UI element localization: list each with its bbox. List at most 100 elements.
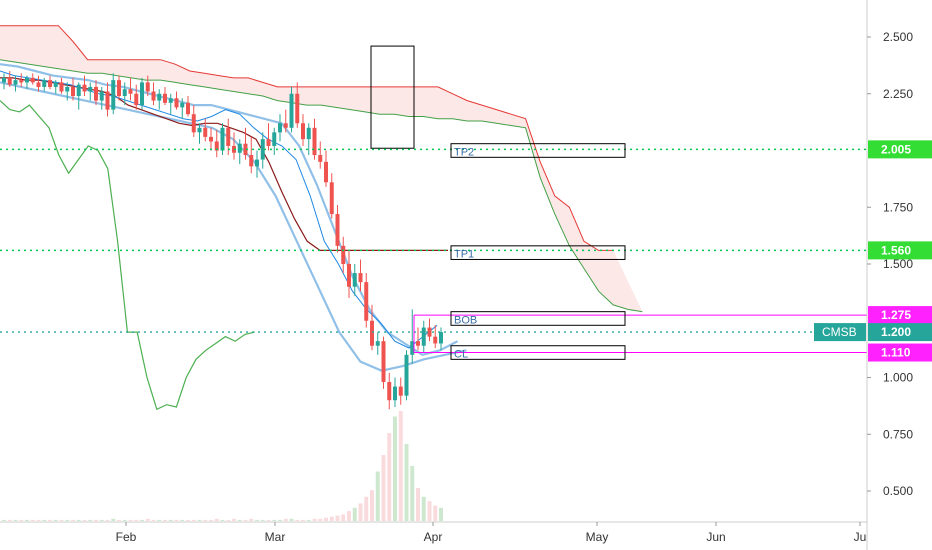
zone-tp1: TP1 (450, 245, 626, 261)
time-tick-label[interactable]: May (586, 530, 609, 544)
candle-body (381, 341, 386, 383)
volume-bar (214, 518, 219, 521)
volume-bar (53, 519, 58, 521)
price-badge-1.560[interactable]: 1.560 (868, 241, 932, 260)
candle-body (42, 80, 47, 87)
volume-bar (312, 518, 317, 521)
candle-body (433, 336, 438, 344)
candle-body (7, 77, 12, 85)
volume-bar (226, 519, 231, 521)
volume-bar (174, 519, 179, 521)
price-badge-text: 2.005 (881, 142, 911, 156)
cloud-lower-line (0, 59, 643, 313)
price-tick-label[interactable]: 2.500 (883, 30, 913, 44)
volume-bar (393, 416, 397, 521)
candle-body (220, 127, 225, 151)
price-badge-1.110[interactable]: 1.110 (868, 343, 932, 362)
price-badge-1.275[interactable]: 1.275 (868, 306, 932, 325)
volume-bar (306, 519, 311, 521)
volume-bar (404, 444, 409, 521)
candle-body (122, 89, 127, 97)
price-tick-label[interactable]: 1.750 (883, 200, 913, 214)
volume-bar (140, 519, 144, 521)
candle-body (99, 91, 104, 101)
candle-body (94, 86, 98, 101)
symbol-badge[interactable]: CMSB (814, 323, 866, 342)
price-badge-2.005[interactable]: 2.005 (868, 140, 932, 159)
volume-bar (416, 488, 420, 521)
volume-bar (151, 519, 156, 521)
volume-bar (71, 519, 75, 521)
candle-body (134, 93, 139, 106)
candle-body (117, 80, 121, 97)
volume-bar (30, 519, 35, 521)
zone-box (450, 143, 626, 158)
volume-bar (163, 519, 167, 521)
volume-bar (301, 519, 305, 521)
volume-bar (421, 496, 426, 521)
time-axis[interactable]: Feb Mar Apr May Jun Ju (0, 521, 867, 544)
price-tick-label[interactable]: 0.500 (883, 484, 913, 498)
volume-bar (249, 518, 254, 521)
candle-body (260, 139, 265, 160)
price-tick-label[interactable]: 2.250 (883, 87, 913, 101)
volume-bar (65, 519, 70, 521)
price-tick-label[interactable]: 1.500 (883, 257, 913, 271)
volume-bar (427, 501, 432, 521)
volume-bar (352, 507, 357, 521)
time-tick-label[interactable]: Apr (424, 530, 443, 544)
volume-bar (145, 518, 150, 521)
price-tick-label[interactable]: 1.000 (883, 371, 913, 385)
candle-body (375, 341, 380, 346)
time-tick-label[interactable]: Ju (854, 530, 867, 544)
volume-bar (128, 519, 133, 521)
volume-bar (266, 519, 271, 521)
volume-bar (232, 518, 236, 521)
candle-body (174, 98, 179, 108)
time-tick-label[interactable]: Feb (116, 530, 137, 544)
candle-body (237, 143, 242, 153)
candle-body (266, 139, 271, 146)
volume-bar (209, 519, 213, 521)
time-tick-label[interactable]: Jun (706, 530, 725, 544)
volume-bar (243, 519, 248, 521)
candle-body (439, 332, 443, 344)
price-tick-label[interactable]: 0.750 (883, 427, 913, 441)
volume-bar (197, 519, 202, 521)
candle-body (128, 89, 133, 94)
candle-body (352, 273, 357, 287)
price-badge-text: 1.275 (881, 308, 911, 322)
target-zones: TP2 TP1 BOB CL (450, 143, 626, 361)
volume-bar (203, 519, 208, 521)
volume-bar (398, 411, 403, 521)
candle-body (25, 77, 29, 83)
volume-bar (283, 518, 288, 521)
volume-bar (2, 519, 6, 521)
candle-body (404, 354, 409, 396)
price-badge-1.200[interactable]: 1.200 (868, 323, 932, 342)
volume-bar (358, 503, 363, 521)
volume-bar (364, 496, 369, 521)
volume-bars (2, 411, 443, 521)
zone-label: TP2 (454, 147, 474, 159)
volume-bar (59, 519, 64, 521)
candle-body (209, 136, 213, 142)
candle-body (88, 86, 93, 92)
candle-body (191, 114, 196, 133)
volume-bar (295, 519, 300, 521)
zone-bob: BOB (450, 311, 626, 326)
time-tick-label[interactable]: Mar (265, 530, 286, 544)
candle-body (53, 82, 58, 87)
volume-bar (278, 519, 282, 521)
bollinger-lower-line (0, 81, 467, 372)
candle-body (157, 93, 162, 101)
zone-box (450, 311, 626, 326)
candle-body (289, 93, 294, 128)
volume-bar (122, 519, 127, 521)
price-axis[interactable]: 2.500 2.250 1.750 1.500 1.000 0.750 0.500 2.005… (814, 0, 932, 550)
volume-bar (410, 466, 415, 521)
price-badge-bg (868, 343, 932, 362)
candle-body (427, 327, 432, 337)
volume-bar (157, 519, 162, 521)
